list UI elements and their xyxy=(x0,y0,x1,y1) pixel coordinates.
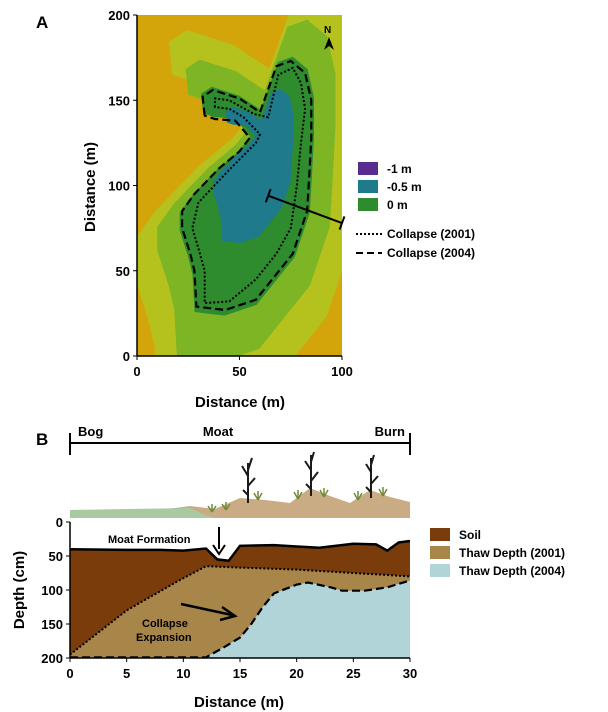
legend-label-zero: 0 m xyxy=(387,198,408,212)
panel-a-label: A xyxy=(36,13,48,32)
panel-b-xtick-label: 0 xyxy=(66,666,73,681)
collapse-2001-outline xyxy=(191,66,307,305)
legend-swatch-zero xyxy=(358,198,378,211)
legend-swatch-minus-half xyxy=(358,180,378,193)
landscape-illustration xyxy=(70,451,410,518)
label-bog: Bog xyxy=(78,424,103,439)
legend-label-minus-half: -0.5 m xyxy=(387,180,422,194)
north-label: N xyxy=(324,25,331,36)
panel-b-ytick-label: 50 xyxy=(49,549,63,564)
legend-label-thaw-2001: Thaw Depth (2001) xyxy=(459,546,565,560)
legend-swatch-thaw-2001 xyxy=(430,546,450,559)
panel-b-xtick-label: 5 xyxy=(123,666,130,681)
contour-layers xyxy=(137,15,342,356)
cross-section xyxy=(69,522,411,659)
panel-b-xtick-label: 15 xyxy=(233,666,247,681)
shrub-icon xyxy=(207,487,388,513)
legend-label-thaw-2004: Thaw Depth (2004) xyxy=(459,564,565,578)
dead-tree-icon xyxy=(365,454,379,498)
panel-a-xtick-label: 50 xyxy=(232,364,246,379)
panel-a-ytick-label: 100 xyxy=(108,179,130,194)
panel-b-ytick-label: 100 xyxy=(41,583,63,598)
annotation-expansion: Expansion xyxy=(136,632,192,644)
label-moat: Moat xyxy=(203,424,234,439)
contour-minus-half-m xyxy=(213,88,294,244)
panel-a-ytick-label: 0 xyxy=(123,349,130,364)
legend-label-soil: Soil xyxy=(459,528,481,542)
legend-swatch-soil xyxy=(430,528,450,541)
panel-a-ytick-label: 200 xyxy=(108,8,130,23)
annotation-moat-formation: Moat Formation xyxy=(108,534,191,546)
panel-b-label: B xyxy=(36,430,48,449)
legend-swatch-minus-one xyxy=(358,162,378,175)
moat-arrow-icon xyxy=(212,527,226,556)
legend-label-minus-one: -1 m xyxy=(387,162,412,176)
dead-tree-icon xyxy=(241,457,256,503)
annotation-collapse: Collapse xyxy=(142,618,188,630)
dead-tree-icon xyxy=(304,451,319,496)
panel-a-axes: 0 50 100 0 50 100 150 200 xyxy=(108,8,353,379)
expansion-arrow-icon xyxy=(180,602,238,622)
legend-swatch-thaw-2004 xyxy=(430,564,450,577)
panel-a-legend: -1 m -0.5 m 0 m Collapse (2001) Collapse… xyxy=(356,162,475,260)
legend-label-2004: Collapse (2004) xyxy=(387,246,475,260)
panel-b-axes: 0 5 10 15 20 25 30 0 50 100 150 200 xyxy=(41,515,417,681)
panel-a-xtick-label: 100 xyxy=(331,364,353,379)
bog-surface xyxy=(70,508,215,518)
transect-cap-start xyxy=(264,188,272,203)
thaw-2004-layer xyxy=(70,580,410,658)
panel-b-xtick-label: 20 xyxy=(289,666,303,681)
contour-map xyxy=(137,15,346,356)
panel-b-legend: Soil Thaw Depth (2001) Thaw Depth (2004) xyxy=(430,528,565,578)
panel-b-ytick-label: 0 xyxy=(56,515,63,530)
panel-b-xtick-label: 25 xyxy=(346,666,360,681)
panel-b-xtick-label: 10 xyxy=(176,666,190,681)
transect-bracket: Bog Moat Burn xyxy=(69,424,411,455)
panel-a-ytick-label: 50 xyxy=(116,264,130,279)
collapse-2004-outline xyxy=(181,59,313,312)
transect-line xyxy=(267,194,343,224)
soil-surface-line xyxy=(69,539,411,563)
panel-b-xtick-label: 30 xyxy=(403,666,417,681)
panel-b-ylabel: Depth (cm) xyxy=(11,551,28,629)
panel-a-ylabel: Distance (m) xyxy=(82,142,99,232)
transect-cap-end xyxy=(338,216,346,230)
label-burn: Burn xyxy=(375,424,405,439)
panel-a-xtick-label: 0 xyxy=(133,364,140,379)
panel-a-ytick-label: 150 xyxy=(108,93,130,108)
north-arrow-icon: N xyxy=(324,25,334,50)
legend-label-2001: Collapse (2001) xyxy=(387,227,475,241)
panel-b-xlabel: Distance (m) xyxy=(194,694,284,711)
thaw-2001-line xyxy=(69,565,411,656)
panel-b-ytick-label: 200 xyxy=(41,651,63,666)
panel-b-ytick-label: 150 xyxy=(41,617,63,632)
panel-a-xlabel: Distance (m) xyxy=(195,394,285,411)
